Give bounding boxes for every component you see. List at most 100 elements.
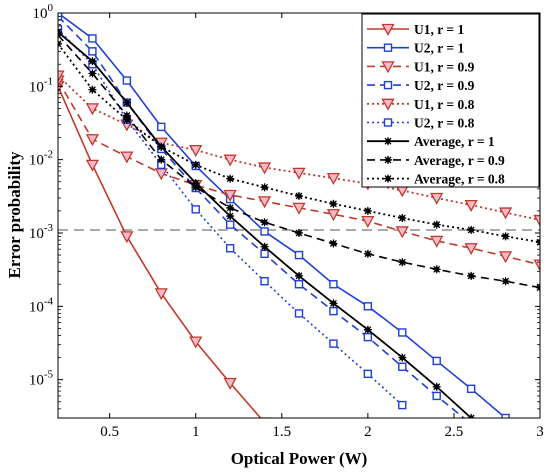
x-tick-label: 1 [192,424,200,440]
data-point [533,214,540,227]
y-tick-label: 10-4 [29,295,54,315]
data-point [257,417,272,418]
y-tick-label: 10-3 [29,222,54,242]
legend-label: Average, r = 0.8 [414,172,505,187]
data-point [466,384,476,394]
legend-item: U1, r = 1 [367,22,464,37]
legend: U1, r = 1 U2, r = 1 U1, r = 0.9 U2, r = 0.9… [361,13,540,188]
data-point [226,212,235,221]
data-point [294,280,304,289]
data-point [120,231,134,244]
data-point [225,220,235,229]
series-0 [58,81,272,418]
legend-label: U1, r = 1 [414,22,464,37]
data-point [432,220,441,229]
y-tick-label: 10-5 [29,369,54,389]
data-point [398,362,407,371]
data-point [85,159,100,172]
data-point [398,400,407,410]
data-point [257,196,272,209]
legend-label: U1, r = 0.8 [414,97,475,112]
data-point [363,302,373,311]
data-point [292,167,306,180]
data-point [430,192,444,205]
data-point [154,288,168,301]
data-point [88,69,97,78]
data-point [157,142,166,151]
data-point [398,214,407,223]
x-tick-label: 2 [364,424,372,440]
data-point [363,332,373,342]
y-tick-label: 10-1 [29,75,53,95]
data-point [498,251,513,264]
data-point [85,134,100,147]
series-layer [58,13,540,427]
legend-item: U1, r = 0.8 [367,97,475,112]
data-point [432,382,441,391]
legend-marker [383,118,393,127]
data-point [361,216,375,229]
y-tick-base: 10 [33,6,48,22]
data-point [226,203,235,212]
x-tick-label: 0.5 [100,424,119,440]
data-point [329,306,338,316]
data-point [88,47,97,56]
data-point [432,356,441,366]
data-point [533,259,540,272]
y-tick-exponent: -1 [44,75,53,87]
plot-frame [57,12,541,419]
data-point [395,226,409,239]
y-tick-base: 10 [29,79,44,95]
data-point [498,207,513,220]
data-point [501,232,510,241]
data-point [260,249,269,259]
data-point [468,420,475,427]
data-point [191,160,200,169]
legend-label: U2, r = 0.8 [414,116,475,131]
data-point [398,258,407,267]
legend-item: U2, r = 0.8 [367,116,475,131]
y-tick-exponent: -4 [44,295,54,307]
y-tick-label: 10-2 [29,149,53,169]
data-point [467,414,476,418]
series-7 [58,31,540,292]
legend-label: Average, r = 1 [414,134,495,149]
y-tick-exponent: -3 [44,222,54,234]
data-point [260,227,269,236]
data-point [430,235,444,248]
legend-marker [384,155,392,164]
data-point [88,57,97,66]
legend-item: Average, r = 0.9 [367,153,505,168]
legend-marker [383,43,393,52]
data-point [122,98,131,107]
data-point [398,353,407,362]
data-point [191,183,200,192]
legend-marker [381,98,395,111]
data-point [260,183,269,192]
data-point [295,191,303,200]
data-point [88,85,97,94]
data-point [157,122,166,132]
data-point [226,174,235,183]
legend-marker [381,23,395,36]
data-point [329,339,338,348]
data-point [363,249,372,258]
data-point [467,271,476,280]
data-point [223,377,237,390]
data-point [464,199,478,212]
legend-label: Average, r = 0.9 [414,153,505,168]
y-tick-exponent: -2 [44,149,53,161]
data-point [326,209,341,222]
data-point [225,244,235,253]
legend-item: Average, r = 1 [367,134,495,149]
data-point [260,242,269,251]
data-point [157,155,166,164]
series-line [58,13,507,418]
legend-marker [383,80,393,90]
y-tick-base: 10 [29,153,44,169]
y-tick-exponent: -5 [44,369,54,381]
legend-marker [384,137,392,146]
data-point [329,299,338,308]
series-8 [58,39,540,247]
